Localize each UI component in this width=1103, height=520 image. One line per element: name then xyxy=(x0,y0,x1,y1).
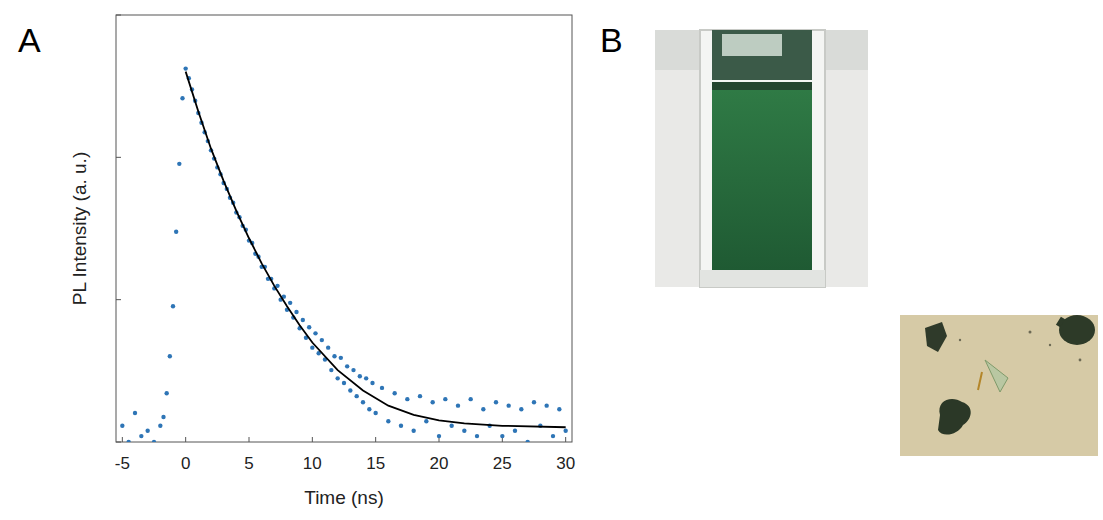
x-tick-label: 0 xyxy=(181,454,190,473)
data-point xyxy=(288,301,292,305)
data-point xyxy=(449,424,453,428)
x-tick-label: 20 xyxy=(430,454,449,473)
data-point xyxy=(563,429,567,433)
data-point xyxy=(358,374,362,378)
data-point xyxy=(354,394,358,398)
data-point xyxy=(294,310,298,314)
data-point xyxy=(557,407,561,411)
data-point xyxy=(370,381,374,385)
data-point xyxy=(174,230,178,234)
data-point xyxy=(301,318,305,322)
data-point xyxy=(475,434,479,438)
data-point xyxy=(424,419,428,423)
data-point xyxy=(437,434,441,438)
data-point xyxy=(418,394,422,398)
data-point xyxy=(513,429,517,433)
x-tick xyxy=(122,437,123,442)
data-point xyxy=(551,434,555,438)
data-point xyxy=(161,415,165,419)
x-axis-title: Time (ns) xyxy=(304,487,384,508)
data-point xyxy=(351,368,355,372)
data-point xyxy=(158,424,162,428)
data-point xyxy=(392,391,396,395)
fit-line xyxy=(186,72,566,428)
data-point xyxy=(532,400,536,404)
data-point xyxy=(168,354,172,358)
data-point xyxy=(481,407,485,411)
y-tick xyxy=(116,15,121,16)
data-point xyxy=(171,304,175,308)
cuvette-photo xyxy=(655,30,868,287)
data-point xyxy=(177,162,181,166)
y-axis-title: PL Intensity (a. u.) xyxy=(69,152,90,305)
data-point xyxy=(335,376,339,380)
x-tick-label: 15 xyxy=(366,454,385,473)
data-point xyxy=(506,403,510,407)
data-point xyxy=(462,429,466,433)
panel-label: B xyxy=(600,21,623,59)
data-point xyxy=(145,429,149,433)
x-tick xyxy=(249,437,250,442)
x-tick-label: -5 xyxy=(115,454,130,473)
x-tick xyxy=(185,437,186,442)
data-point xyxy=(373,411,377,415)
panel-label: A xyxy=(18,21,41,59)
data-point xyxy=(519,407,523,411)
data-point xyxy=(307,325,311,329)
x-tick-label: 10 xyxy=(303,454,322,473)
data-point xyxy=(399,424,403,428)
data-point xyxy=(443,397,447,401)
y-tick xyxy=(116,299,121,300)
data-point xyxy=(152,440,156,442)
data-point xyxy=(332,354,336,358)
data-point xyxy=(456,403,460,407)
data-point xyxy=(525,440,529,442)
x-tick xyxy=(312,437,313,442)
data-point xyxy=(126,440,130,442)
x-tick-label: 30 xyxy=(556,454,575,473)
data-point xyxy=(361,400,365,404)
data-point xyxy=(120,424,124,428)
data-point xyxy=(345,364,349,368)
data-point xyxy=(380,386,384,390)
data-point xyxy=(180,96,184,100)
data-point xyxy=(367,407,371,411)
data-point xyxy=(386,419,390,423)
data-point xyxy=(342,381,346,385)
plot-frame xyxy=(116,15,572,442)
microscope-photo xyxy=(900,315,1098,456)
x-tick xyxy=(565,437,566,442)
data-point xyxy=(405,397,409,401)
x-tick-label: 5 xyxy=(244,454,253,473)
data-point xyxy=(468,397,472,401)
data-point xyxy=(313,331,317,335)
data-point xyxy=(348,388,352,392)
data-point xyxy=(183,66,187,70)
data-point xyxy=(139,434,143,438)
data-point xyxy=(411,429,415,433)
data-point xyxy=(364,376,368,380)
x-tick-label: 25 xyxy=(493,454,512,473)
figure: A B -5 0 5 10 15 20 25 30 Time (ns) PL Intensity (a… xyxy=(0,0,1103,520)
x-tick xyxy=(375,437,376,442)
data-point xyxy=(339,356,343,360)
plot-data xyxy=(120,66,568,442)
data-point xyxy=(494,400,498,404)
y-tick xyxy=(116,157,121,158)
data-point xyxy=(310,345,314,349)
data-point xyxy=(164,391,168,395)
data-point xyxy=(329,368,333,372)
data-point xyxy=(500,434,504,438)
data-point xyxy=(133,411,137,415)
data-point xyxy=(320,338,324,342)
y-tick xyxy=(116,442,121,443)
data-point xyxy=(326,345,330,349)
data-point xyxy=(430,400,434,404)
data-point xyxy=(544,403,548,407)
